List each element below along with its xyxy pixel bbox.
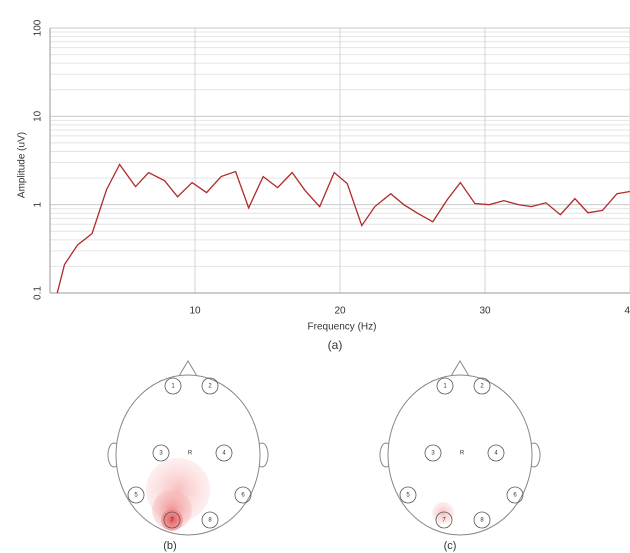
y-tick-label: 0.1 — [33, 286, 44, 300]
electrode-circle — [201, 377, 219, 395]
electrode-label: 1 — [443, 384, 447, 390]
y-axis-label: Amplitude (uV) — [17, 132, 28, 198]
x-axis-label: Frequency (Hz) — [308, 322, 377, 333]
head-map: R 1 2 3 4 5 6 7 8 (c) — [379, 360, 541, 552]
electrode-label: 4 — [494, 451, 498, 457]
electrode: 1 — [436, 377, 454, 395]
head-outline — [387, 374, 533, 536]
electrode-label: 5 — [406, 493, 410, 499]
electrode: 5 — [399, 486, 417, 504]
caption: (c) — [444, 540, 457, 552]
electrode-circle — [163, 511, 181, 529]
electrode-circle — [399, 486, 417, 504]
electrode: 7 — [435, 511, 453, 529]
electrode-circle — [487, 444, 505, 462]
electrode-circle — [234, 486, 252, 504]
electrode-label: 8 — [208, 518, 212, 524]
electrode-circle — [424, 444, 442, 462]
electrode-circle — [127, 486, 145, 504]
electrode: 3 — [424, 444, 442, 462]
electrode: 3 — [152, 444, 170, 462]
center-label: R — [460, 451, 465, 457]
electrode-circle — [435, 511, 453, 529]
activation-blob — [432, 502, 454, 524]
x-tick-label: 10 — [189, 306, 201, 317]
nose — [450, 360, 470, 377]
electrode-label: 5 — [134, 493, 138, 499]
electrode: 6 — [234, 486, 252, 504]
electrode-circle — [506, 486, 524, 504]
data-line — [56, 163, 630, 294]
center-label: R — [188, 451, 193, 457]
electrode: 7 — [163, 511, 181, 529]
head-map: R 1 2 3 4 5 6 7 8 (b) — [107, 360, 269, 552]
x-tick-label: 30 — [479, 306, 491, 317]
x-tick-label: 40 — [624, 306, 630, 317]
electrode-label: 3 — [431, 451, 435, 457]
electrode: 2 — [473, 377, 491, 395]
caption: (b) — [163, 540, 176, 552]
electrode-label: 7 — [170, 518, 174, 524]
electrode: 2 — [201, 377, 219, 395]
y-tick-label: 100 — [33, 19, 44, 36]
electrode-label: 3 — [159, 451, 163, 457]
electrode: 4 — [487, 444, 505, 462]
electrode: 8 — [201, 511, 219, 529]
electrode-label: 7 — [442, 518, 446, 524]
electrode: 1 — [164, 377, 182, 395]
electrode-label: 2 — [208, 384, 212, 390]
electrode-label: 6 — [513, 493, 517, 499]
electrode-circle — [436, 377, 454, 395]
caption: (a) — [328, 338, 343, 352]
electrode-circle — [201, 511, 219, 529]
electrode-circle — [152, 444, 170, 462]
electrode-label: 4 — [222, 451, 226, 457]
electrode-circle — [164, 377, 182, 395]
electrode-label: 6 — [241, 493, 245, 499]
electrode-circle — [473, 511, 491, 529]
electrode: 8 — [473, 511, 491, 529]
y-tick-label: 1 — [33, 201, 44, 207]
electrode-label: 8 — [480, 518, 484, 524]
nose — [178, 360, 198, 377]
electrode-circle — [215, 444, 233, 462]
electrode-label: 1 — [171, 384, 175, 390]
electrode-label: 2 — [480, 384, 484, 390]
y-tick-label: 10 — [33, 110, 44, 122]
x-tick-label: 20 — [334, 306, 346, 317]
electrode: 4 — [215, 444, 233, 462]
electrode: 6 — [506, 486, 524, 504]
electrode: 5 — [127, 486, 145, 504]
electrode-circle — [473, 377, 491, 395]
